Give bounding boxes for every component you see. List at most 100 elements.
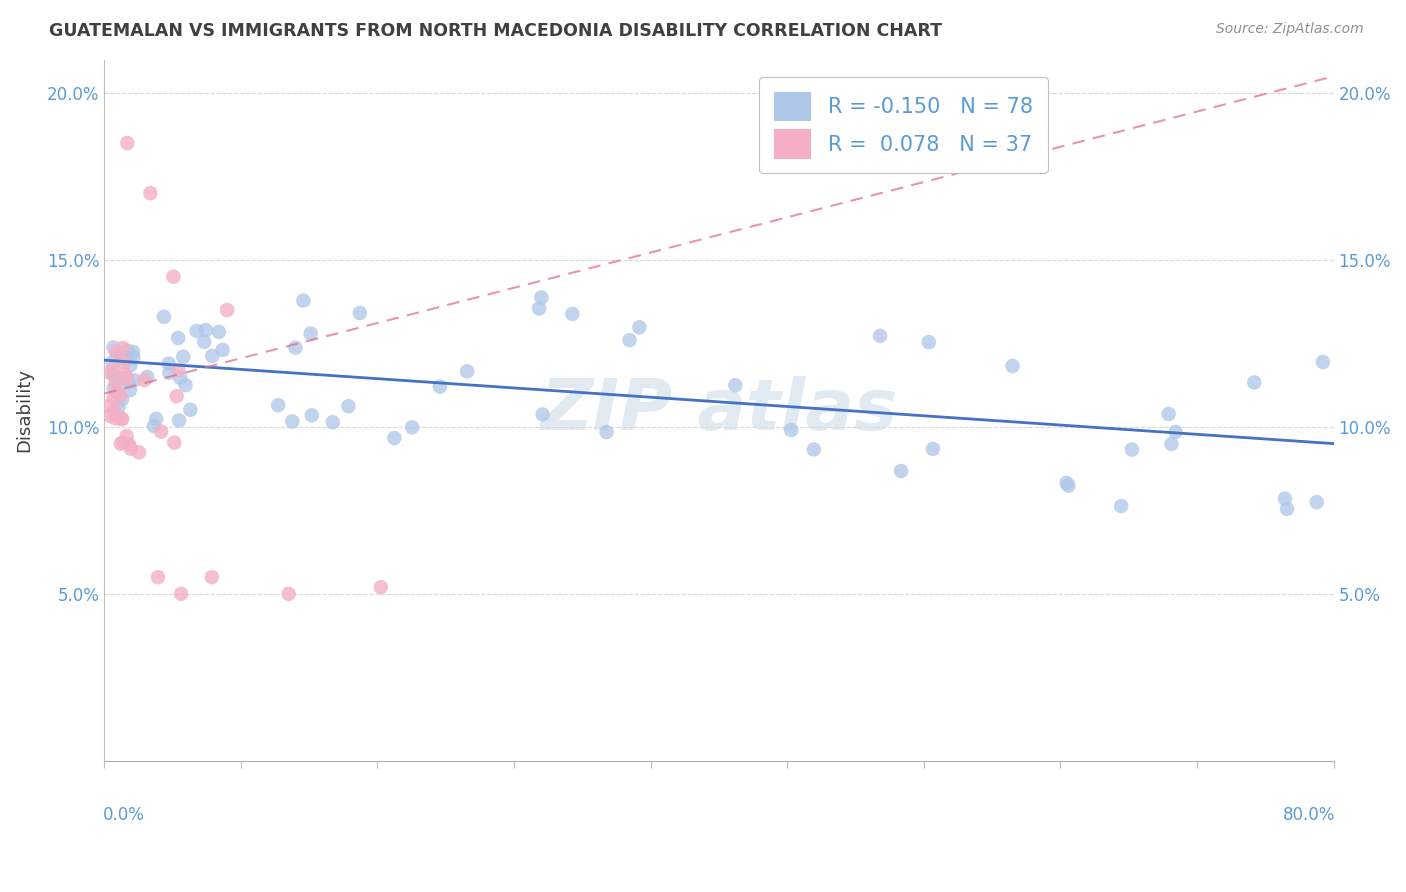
Point (157, 366, 180, 380)
Point (134, 373, 156, 387)
Point (150, 425, 173, 439)
Point (186, 324, 208, 338)
Text: 80.0%: 80.0% (1282, 806, 1334, 824)
Text: ZIP atlas: ZIP atlas (540, 376, 897, 445)
Point (115, 371, 138, 385)
Point (118, 437, 141, 451)
Point (103, 361, 125, 376)
Point (118, 383, 141, 397)
Point (780, 423, 803, 437)
Point (322, 415, 344, 429)
Point (1312, 355, 1334, 369)
Point (201, 349, 224, 363)
Point (179, 402, 201, 417)
Text: GUATEMALAN VS IMMIGRANTS FROM NORTH MACEDONIA DISABILITY CORRELATION CHART: GUATEMALAN VS IMMIGRANTS FROM NORTH MACE… (49, 22, 942, 40)
Point (208, 325, 231, 339)
Point (98, 409, 121, 423)
Point (167, 363, 190, 377)
Point (193, 334, 215, 349)
Point (128, 445, 150, 459)
Point (112, 341, 135, 355)
Point (107, 401, 129, 415)
Point (869, 329, 891, 343)
Point (110, 412, 132, 426)
Point (1243, 376, 1265, 390)
Point (103, 341, 125, 355)
Point (105, 385, 128, 400)
Point (281, 415, 304, 429)
Point (382, 431, 405, 445)
Point (110, 436, 132, 450)
Point (299, 326, 322, 341)
Point (157, 357, 180, 371)
Point (1121, 442, 1143, 457)
Point (166, 389, 188, 403)
Point (170, 587, 193, 601)
Point (114, 367, 136, 381)
Point (172, 350, 194, 364)
Point (112, 351, 135, 366)
Point (595, 425, 617, 439)
Point (111, 412, 134, 426)
Point (301, 409, 323, 423)
Point (429, 379, 451, 393)
Point (922, 442, 945, 456)
Point (110, 350, 132, 364)
Point (918, 335, 941, 350)
Point (107, 372, 129, 386)
Point (162, 269, 184, 284)
Point (803, 442, 825, 457)
Point (112, 355, 135, 369)
Point (890, 464, 912, 478)
Point (112, 350, 135, 364)
Point (194, 323, 217, 337)
Point (104, 411, 127, 425)
Point (337, 399, 360, 413)
Point (1001, 359, 1024, 373)
Point (167, 413, 190, 427)
Point (169, 371, 191, 385)
Point (124, 373, 146, 387)
Point (120, 442, 142, 456)
Point (103, 368, 125, 383)
Point (117, 376, 139, 390)
Legend: R = -0.150   N = 78, R =  0.078   N = 37: R = -0.150 N = 78, R = 0.078 N = 37 (759, 77, 1047, 173)
Point (1164, 425, 1187, 439)
Point (201, 570, 224, 584)
Point (111, 371, 134, 385)
Point (117, 136, 139, 150)
Point (531, 408, 554, 422)
Point (1157, 407, 1180, 421)
Point (292, 293, 315, 308)
Point (561, 307, 583, 321)
Point (146, 570, 169, 584)
Point (284, 341, 307, 355)
Point (112, 351, 135, 366)
Point (103, 391, 125, 405)
Text: 0.0%: 0.0% (103, 806, 145, 824)
Point (1056, 475, 1078, 490)
Point (104, 376, 127, 390)
Point (101, 355, 124, 369)
Point (527, 301, 550, 316)
Point (98, 365, 121, 379)
Point (153, 310, 176, 324)
Point (122, 344, 145, 359)
Point (117, 343, 139, 358)
Point (111, 392, 134, 406)
Point (104, 344, 127, 359)
Point (530, 291, 553, 305)
Point (349, 306, 371, 320)
Point (174, 378, 197, 392)
Text: Source: ZipAtlas.com: Source: ZipAtlas.com (1216, 22, 1364, 37)
Point (142, 419, 165, 434)
Point (370, 580, 392, 594)
Point (619, 333, 641, 347)
Point (267, 398, 290, 412)
Point (103, 382, 125, 396)
Point (98, 399, 121, 413)
Point (145, 412, 167, 426)
Point (1160, 437, 1182, 451)
Point (122, 350, 145, 364)
Point (115, 429, 138, 443)
